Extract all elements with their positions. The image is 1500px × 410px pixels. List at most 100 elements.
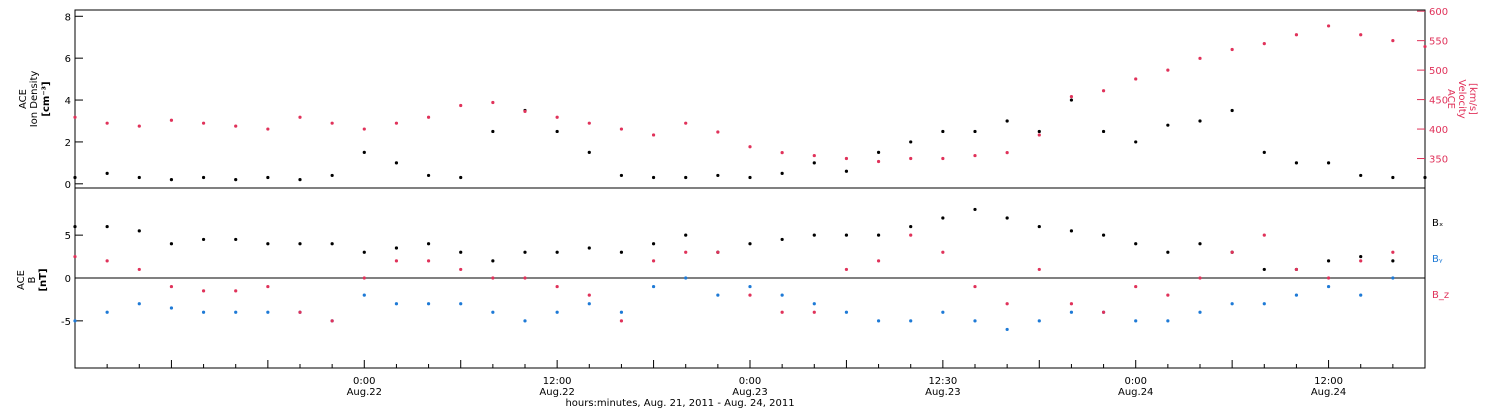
velocity-point-0 — [491, 100, 495, 105]
density-point-0 — [748, 175, 752, 180]
b-component-point-0 — [1101, 233, 1106, 237]
velocity-point-0 — [105, 121, 109, 125]
b-component-point-1 — [876, 319, 881, 323]
b-component-point-1 — [844, 310, 849, 314]
velocity-point-0 — [876, 159, 881, 164]
b-component-point-2 — [587, 293, 591, 297]
density-point-0 — [844, 169, 849, 173]
b-component-point-2 — [298, 310, 302, 314]
x-tick-date: Aug.23 — [732, 387, 767, 398]
top-panel-points — [73, 24, 1427, 182]
b-component-point-2 — [941, 250, 945, 254]
density-point-0 — [1294, 161, 1299, 165]
density-point-0 — [780, 171, 784, 175]
velocity-point-0 — [1134, 77, 1138, 81]
b-component-point-1 — [201, 310, 206, 314]
velocity-point-0 — [780, 151, 784, 155]
b-component-point-0 — [330, 242, 334, 246]
density-tick-label: 6 — [65, 54, 71, 65]
density-point-0 — [1166, 123, 1170, 127]
x-tick-date: Aug.23 — [925, 387, 960, 398]
velocity-tick-label: 400 — [1429, 125, 1448, 136]
velocity-point-0 — [651, 133, 656, 137]
density-tick-label: 0 — [65, 180, 71, 191]
b-component-point-2 — [1359, 259, 1363, 263]
b-component-point-1 — [1069, 310, 1074, 314]
b-component-point-2 — [394, 259, 399, 263]
b-component-point-1 — [684, 276, 688, 280]
b-component-point-0 — [748, 242, 752, 246]
velocity-point-0 — [234, 124, 238, 128]
b-component-point-2 — [1198, 276, 1202, 280]
b-component-point-1 — [619, 310, 624, 314]
b-component-point-2 — [169, 284, 174, 289]
b-component-point-0 — [1359, 254, 1363, 259]
b-component-point-2 — [330, 319, 334, 323]
velocity-point-0 — [1262, 41, 1266, 46]
b-component-point-2 — [1230, 250, 1234, 254]
b-component-point-1 — [909, 319, 913, 323]
density-point-0 — [426, 173, 431, 178]
density-point-0 — [105, 171, 109, 175]
b-component-point-0 — [684, 233, 688, 237]
top-panel-ticks: 0 2 4 6 8 350 400 450 500 550 600 — [65, 7, 1448, 191]
velocity-point-0 — [394, 121, 399, 125]
density-point-0 — [716, 173, 720, 178]
b-component-point-1 — [1198, 310, 1202, 314]
b-component-point-1 — [973, 319, 977, 323]
x-tick-date: Aug.22 — [539, 387, 574, 398]
density-point-0 — [1391, 175, 1395, 180]
density-point-0 — [266, 175, 270, 180]
b-component-point-2 — [812, 310, 816, 314]
density-point-0 — [201, 175, 206, 180]
b-component-point-0 — [266, 242, 270, 246]
x-tick-time: 12:30 — [928, 376, 957, 387]
b-component-point-2 — [137, 267, 141, 272]
b-component-point-2 — [619, 319, 624, 323]
b-component-point-0 — [523, 250, 527, 254]
density-point-0 — [1262, 150, 1266, 154]
b-component-point-1 — [73, 319, 77, 323]
b-component-point-2 — [780, 310, 784, 314]
velocity-point-0 — [1101, 89, 1106, 93]
velocity-point-0 — [619, 127, 624, 131]
b-component-point-0 — [909, 224, 913, 229]
density-point-0 — [1037, 129, 1041, 134]
b-component-point-2 — [1037, 267, 1041, 272]
velocity-point-0 — [1005, 151, 1009, 155]
velocity-tick-label: 450 — [1429, 96, 1448, 107]
density-point-0 — [298, 178, 302, 182]
velocity-point-0 — [555, 115, 559, 119]
b-component-point-1 — [1294, 293, 1299, 297]
density-tick-label: 4 — [65, 96, 71, 107]
b-component-point-1 — [266, 310, 270, 314]
x-tick-time: 12:00 — [1314, 376, 1343, 387]
legend-by: Bᵧ — [1432, 254, 1443, 265]
b-component-point-0 — [1005, 216, 1009, 220]
velocity-point-0 — [909, 156, 913, 161]
b-label-line1: ACE — [16, 270, 27, 290]
legend-bz: B_z — [1432, 290, 1449, 301]
velocity-point-0 — [1166, 68, 1170, 72]
density-point-0 — [555, 129, 559, 134]
density-point-0 — [909, 140, 913, 144]
b-component-point-1 — [716, 293, 720, 297]
b-component-point-1 — [362, 293, 366, 297]
b-component-point-2 — [1005, 302, 1009, 306]
b-tick-label: 5 — [65, 231, 71, 242]
velocity-point-0 — [459, 103, 463, 108]
density-point-0 — [1198, 119, 1202, 123]
velocity-point-0 — [812, 153, 816, 158]
velocity-point-0 — [716, 130, 720, 134]
density-point-0 — [137, 175, 141, 180]
b-component-point-1 — [1326, 284, 1331, 289]
b-component-point-1 — [748, 284, 752, 289]
density-point-0 — [491, 129, 495, 134]
density-point-0 — [876, 150, 881, 154]
velocity-point-0 — [1294, 33, 1299, 37]
b-component-point-1 — [651, 284, 656, 289]
b-component-point-1 — [523, 319, 527, 323]
b-component-point-0 — [73, 224, 77, 229]
b-component-point-1 — [587, 302, 591, 306]
